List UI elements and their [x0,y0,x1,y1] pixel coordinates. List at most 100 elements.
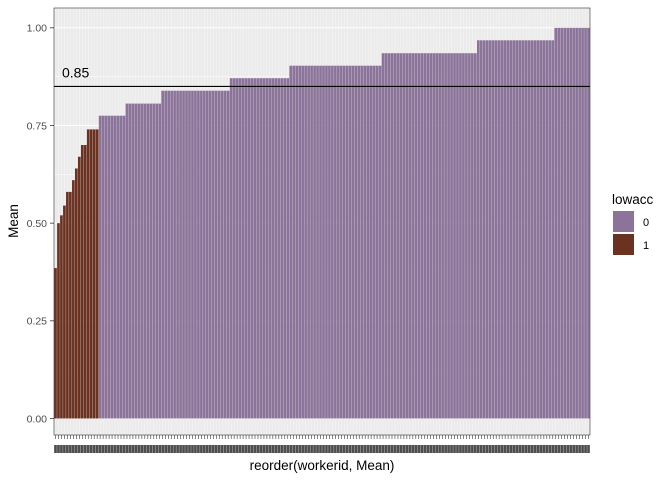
bar [66,191,69,419]
bar [566,27,570,419]
x-tick-label [482,445,486,453]
x-tick-label [351,445,355,453]
x-tick-label [432,445,436,453]
bar [113,115,117,419]
x-tick-label [244,445,248,453]
x-tick-label [572,445,575,453]
x-tick-label [131,445,135,453]
x-tick-label [137,445,141,453]
x-tick-label [92,445,96,453]
x-tick-label [74,445,78,453]
x-tick-label [69,445,72,453]
x-tick-label [366,445,370,453]
bar [143,103,147,419]
bar [435,53,438,419]
bar [77,156,81,419]
bar [479,40,483,419]
bar [95,129,99,419]
x-tick-label [441,445,444,453]
x-tick-label [54,445,57,453]
plot-panel [54,8,590,435]
bar [372,65,376,419]
bar [211,90,215,419]
bar [426,53,430,419]
bar [104,115,108,419]
x-tick-label [125,445,129,453]
x-tick-label [167,445,170,453]
x-tick-label [337,445,340,453]
bar [152,103,156,419]
y-tick-label: 0.75 [27,120,48,132]
x-tick-label [584,445,587,453]
x-tick-label [214,445,218,453]
bar [572,27,575,419]
bar [542,40,546,419]
x-tick-label [235,445,239,453]
bar [381,53,385,419]
x-tick-label [226,445,230,453]
x-tick-label [381,445,385,453]
bar [304,65,307,419]
bar [560,27,564,419]
bar [268,78,272,419]
x-tick-label [170,445,173,453]
bar [462,53,465,419]
bar [110,115,114,419]
bar [453,53,456,419]
x-tick-label [80,445,84,453]
bar [158,103,162,419]
x-tick-label [405,445,409,453]
bar [170,90,173,419]
x-tick-label [521,445,525,453]
x-tick-label [206,445,209,453]
x-tick-label [390,445,394,453]
x-tick-label [208,445,212,453]
bar [119,115,123,419]
bars-group [54,27,590,419]
x-tick-label [176,445,179,453]
x-tick-label [578,445,581,453]
bar [60,215,63,419]
bar [283,78,287,419]
bar [244,78,248,419]
bar [101,115,105,419]
x-tick-label [298,445,302,453]
bar [342,65,346,419]
legend-key-1 [613,234,634,255]
bar [247,78,251,419]
bar [220,90,224,419]
x-tick-label [280,445,284,453]
x-tick-label [110,445,114,453]
bar [494,40,498,419]
bar [444,53,447,419]
x-tick-label [345,445,349,453]
bar [512,40,516,419]
x-tick-label [497,445,501,453]
x-tick-label [60,445,63,453]
legend-label-1: 1 [643,240,649,252]
bar [179,90,182,419]
x-tick-label [57,445,60,453]
x-tick-label [500,445,504,453]
x-tick-label [107,445,111,453]
bar [584,27,587,419]
x-tick-label [557,445,561,453]
bar [432,53,436,419]
y-tick-label: 1.00 [27,23,48,35]
x-tick-label [217,445,221,453]
bar [83,145,87,419]
x-tick-label [295,445,299,453]
x-tick-label [229,445,233,453]
bar [334,65,337,419]
bar [146,103,150,419]
x-tick-label [476,445,480,453]
bar [182,90,185,419]
x-tick-label [414,445,418,453]
x-axis-title: reorder(workerid, Mean) [250,458,395,473]
x-tick-label [289,445,293,453]
y-tick-label: 0.50 [27,218,48,230]
x-tick-label [322,445,325,453]
bar [408,53,412,419]
bar [203,90,206,419]
bar [298,65,302,419]
